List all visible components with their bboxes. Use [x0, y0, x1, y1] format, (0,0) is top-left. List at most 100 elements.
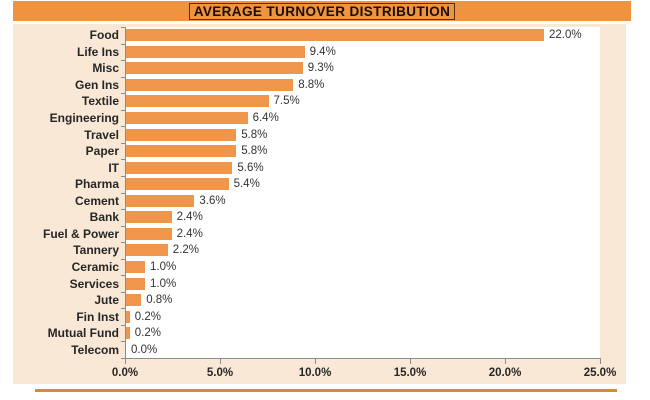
y-tick: [121, 275, 125, 277]
y-tick: [121, 258, 125, 260]
category-label: Services: [69, 276, 119, 291]
value-label: 8.8%: [298, 78, 325, 91]
bar-row: Paper 5.8%: [13, 143, 626, 160]
y-tick: [121, 291, 125, 293]
bar-row: Tannery 2.2%: [13, 242, 626, 259]
value-label: 5.6%: [237, 161, 264, 174]
y-axis-line: [125, 27, 126, 364]
y-tick: [121, 109, 125, 111]
x-tick-label: 5.0%: [206, 367, 234, 379]
bar: [126, 277, 145, 290]
bar-row: Jute 0.8%: [13, 292, 626, 309]
value-label: 22.0%: [549, 29, 582, 42]
y-tick: [121, 192, 125, 194]
y-tick: [121, 142, 125, 144]
x-tick: [505, 358, 506, 364]
bar: [126, 95, 269, 108]
category-label: IT: [108, 160, 119, 175]
bar: [126, 310, 130, 323]
value-label: 3.6%: [199, 194, 226, 207]
x-tick-label: 25.0%: [583, 367, 617, 379]
category-label: Telecom: [71, 342, 119, 357]
value-label: 0.0%: [131, 343, 158, 356]
bar-row: Engineering 6.4%: [13, 110, 626, 127]
bar-row: Services 1.0%: [13, 275, 626, 292]
y-tick: [121, 175, 125, 177]
y-tick: [121, 308, 125, 310]
value-label: 2.4%: [176, 211, 203, 224]
category-label: Misc: [92, 61, 119, 76]
category-label: Gen Ins: [74, 77, 119, 92]
bar: [126, 78, 294, 91]
value-label: 2.4%: [176, 227, 203, 240]
bar: [126, 227, 172, 240]
value-label: 2.2%: [172, 244, 200, 257]
value-label: 5.8%: [241, 128, 268, 141]
category-label: Fuel & Power: [42, 226, 119, 241]
category-label: Bank: [89, 210, 119, 225]
value-label: 1.0%: [150, 277, 177, 290]
bar-row: Pharma 5.4%: [13, 176, 626, 193]
x-tick: [220, 358, 221, 364]
y-tick: [121, 225, 125, 227]
bar: [126, 244, 168, 257]
category-label: Fin Inst: [76, 309, 119, 324]
category-label: Jute: [94, 293, 119, 308]
bar: [126, 45, 305, 58]
bar-row: Life Ins 9.4%: [13, 44, 626, 61]
y-tick: [121, 324, 125, 326]
y-tick: [121, 358, 125, 359]
category-label: Mutual Fund: [47, 326, 119, 341]
y-tick: [121, 209, 125, 211]
bar: [126, 145, 237, 158]
y-tick: [121, 27, 125, 28]
bar-row: Ceramic 1.0%: [13, 259, 626, 276]
bar: [126, 327, 130, 340]
y-tick: [121, 341, 125, 343]
bar-row: Travel 5.8%: [13, 126, 626, 143]
bar-row: Misc 9.3%: [13, 60, 626, 77]
y-tick: [121, 76, 125, 78]
bar-row: Cement 3.6%: [13, 193, 626, 210]
bar: [126, 128, 237, 141]
y-tick: [121, 43, 125, 45]
bar-row: Mutual Fund 0.2%: [13, 325, 626, 342]
bar-row: Gen Ins 8.8%: [13, 77, 626, 94]
bar: [126, 112, 248, 125]
bar: [126, 194, 195, 207]
category-label: Paper: [85, 144, 119, 159]
x-tick: [410, 358, 411, 364]
y-tick: [121, 159, 125, 161]
category-label: Engineering: [49, 111, 119, 126]
chart-title: AVERAGE TURNOVER DISTRIBUTION: [188, 2, 456, 20]
category-label: Travel: [84, 127, 119, 142]
category-label: Tannery: [73, 243, 119, 258]
bar: [126, 294, 142, 307]
bar-row: Food 22.0%: [13, 27, 626, 44]
value-label: 1.0%: [150, 260, 177, 273]
value-label: 9.3%: [307, 62, 334, 75]
chart-area: Food 22.0% Life Ins 9.4% Misc 9.3% Gen Ins 8.8%…: [13, 24, 626, 384]
category-label: Textile: [81, 94, 119, 109]
chart-title-bar: AVERAGE TURNOVER DISTRIBUTION: [13, 1, 631, 21]
bar-row: Telecom 0.0%: [13, 341, 626, 358]
bar: [126, 260, 145, 273]
y-tick: [121, 242, 125, 244]
value-label: 5.4%: [233, 178, 260, 191]
bar-row: IT 5.6%: [13, 159, 626, 176]
category-label: Food: [89, 28, 119, 43]
value-label: 0.2%: [134, 310, 162, 323]
bottom-divider: [35, 389, 617, 392]
x-tick: [600, 358, 601, 364]
category-label: Cement: [74, 193, 119, 208]
bar-row: Bank 2.4%: [13, 209, 626, 226]
x-tick-label: 20.0%: [488, 367, 522, 379]
value-label: 0.8%: [146, 294, 173, 307]
x-tick: [315, 358, 316, 364]
y-tick: [121, 60, 125, 62]
value-label: 6.4%: [252, 112, 279, 125]
value-label: 5.8%: [241, 145, 268, 158]
bar-row: Fin Inst 0.2%: [13, 308, 626, 325]
category-label: Pharma: [74, 177, 119, 192]
bar: [126, 178, 229, 191]
